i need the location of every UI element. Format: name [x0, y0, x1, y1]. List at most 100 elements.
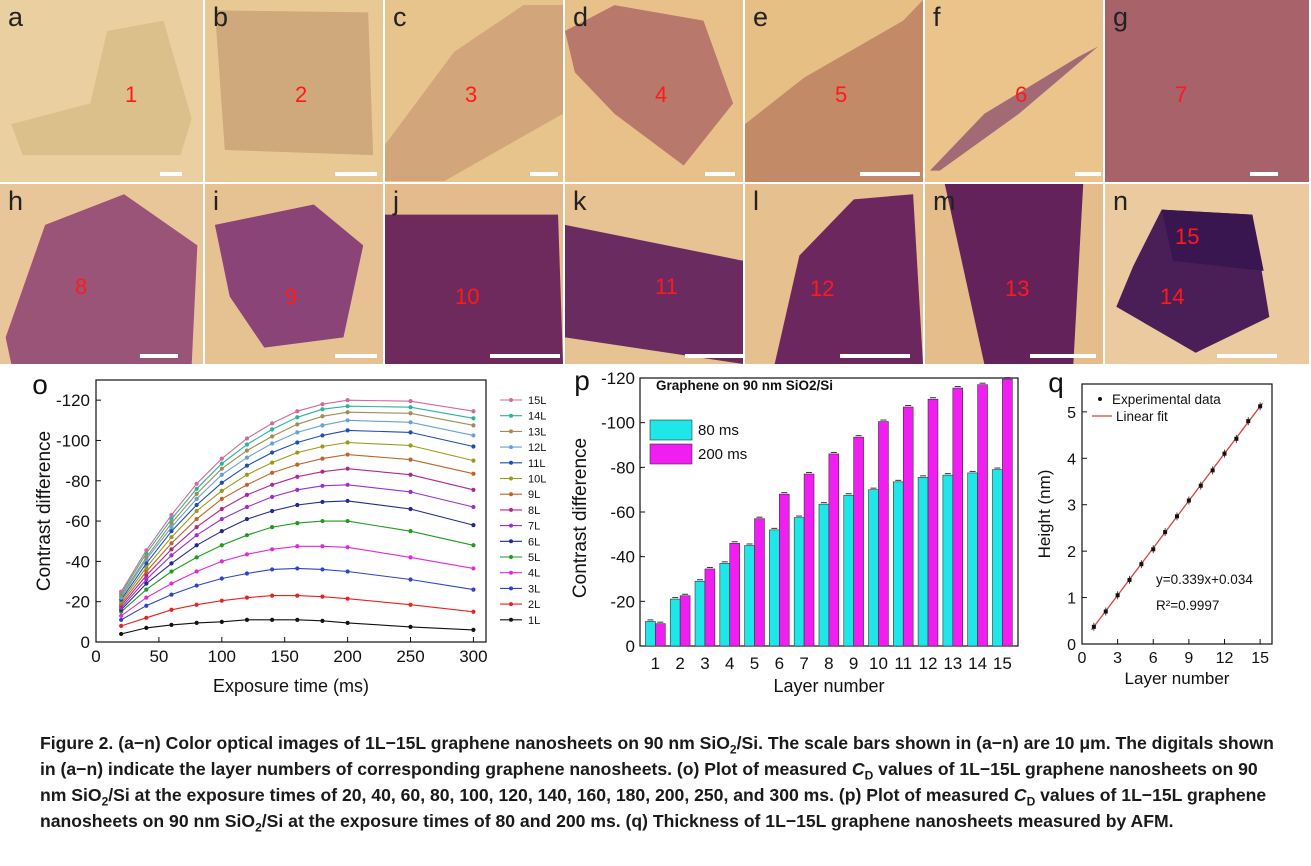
- data-point: [244, 516, 250, 522]
- y-axis-label: Contrast difference: [34, 431, 55, 591]
- data-point: [144, 573, 149, 578]
- panel-letter: d: [573, 2, 589, 32]
- data-point: [320, 544, 325, 549]
- data-point: [194, 486, 199, 491]
- series-line: [120, 429, 474, 601]
- data-point: [1258, 404, 1263, 409]
- data-point: [408, 555, 413, 560]
- y-axis-label: Height (nm): [1035, 470, 1054, 559]
- data-point: [194, 543, 199, 548]
- figure-label: Figure 2.: [40, 733, 114, 753]
- bar: [769, 529, 780, 647]
- data-point: [270, 567, 275, 572]
- legend-label: 80 ms: [698, 422, 739, 439]
- y-tick-label: -40: [65, 552, 90, 571]
- series-line: [120, 500, 474, 611]
- data-point: [270, 617, 275, 622]
- graphene-flake: [774, 194, 923, 364]
- data-point: [1115, 593, 1120, 598]
- graphene-flake: [944, 184, 1084, 364]
- legend-label: 14L: [528, 411, 546, 423]
- x-tick-label: 8: [824, 654, 833, 673]
- bar: [868, 489, 879, 647]
- x-tick-label: 3: [700, 654, 709, 673]
- data-point: [471, 543, 476, 548]
- data-point: [345, 418, 350, 423]
- graphene-flake-thick-region: [1161, 209, 1264, 271]
- bar: [902, 406, 914, 647]
- data-point: [320, 499, 325, 505]
- data-point: [1246, 419, 1251, 424]
- data-point: [244, 552, 250, 557]
- chart-title: Graphene on 90 nm SiO2/Si: [656, 378, 833, 393]
- bar: [1002, 378, 1013, 647]
- legend-label: 1L: [528, 615, 540, 627]
- x-tick-label: 6: [775, 654, 784, 673]
- scale-bar: [160, 172, 182, 176]
- legend-marker: [509, 398, 513, 402]
- legend-label: 12L: [528, 442, 546, 454]
- series-line: [120, 405, 474, 594]
- data-point: [471, 471, 476, 476]
- data-point: [169, 516, 174, 522]
- data-point: [169, 561, 174, 566]
- data-point: [408, 411, 413, 416]
- scale-bar: [1217, 354, 1277, 358]
- layer-number-label: 5: [835, 82, 848, 107]
- data-point: [408, 457, 413, 462]
- data-point: [471, 566, 476, 571]
- legend-marker: [509, 602, 513, 607]
- bar: [754, 518, 765, 647]
- y-tick-label: 2: [1067, 544, 1076, 561]
- series-line: [120, 399, 474, 592]
- data-point: [144, 577, 149, 582]
- flake-image: [1105, 184, 1309, 364]
- legend-label: 8L: [528, 505, 540, 517]
- x-tick-label: 5: [750, 654, 759, 673]
- x-tick-label: 14: [968, 654, 987, 673]
- data-point: [219, 496, 224, 502]
- data-point: [471, 433, 476, 438]
- data-point: [345, 440, 350, 445]
- data-point: [169, 569, 174, 574]
- r-squared: R²=0.9997: [1156, 598, 1219, 613]
- data-point: [471, 487, 476, 492]
- legend-label: 5L: [528, 552, 540, 564]
- data-point: [408, 529, 413, 534]
- data-point: [244, 463, 250, 468]
- x-tick-label: 250: [396, 647, 424, 666]
- y-tick-label: 4: [1067, 451, 1076, 468]
- data-point: [244, 442, 250, 447]
- data-point: [471, 504, 476, 510]
- graphene-flake: [565, 5, 734, 166]
- data-point: [270, 421, 275, 426]
- y-tick-label: -100: [56, 431, 90, 450]
- data-point: [345, 410, 350, 415]
- legend-label: 6L: [528, 536, 540, 548]
- bar: [818, 503, 830, 647]
- data-point: [408, 577, 413, 582]
- data-point: [244, 455, 250, 460]
- bar: [917, 477, 929, 647]
- panel-letter: n: [1113, 186, 1129, 216]
- data-point: [408, 405, 413, 410]
- series-line: [120, 545, 474, 617]
- data-point: [408, 489, 413, 494]
- figure-caption: Figure 2. (a−n) Color optical images of …: [40, 733, 1274, 835]
- x-tick-label: 15: [1251, 650, 1269, 667]
- data-point: [320, 414, 325, 419]
- series-line: [120, 454, 474, 605]
- bar: [669, 598, 681, 647]
- bar: [952, 387, 964, 647]
- data-point: [244, 617, 250, 622]
- data-point: [244, 504, 250, 510]
- layer-number-label: 2: [295, 82, 308, 107]
- legend-marker: [509, 492, 513, 497]
- data-point: [144, 595, 149, 600]
- data-point: [295, 474, 300, 479]
- bar: [793, 517, 805, 647]
- data-point: [169, 512, 174, 518]
